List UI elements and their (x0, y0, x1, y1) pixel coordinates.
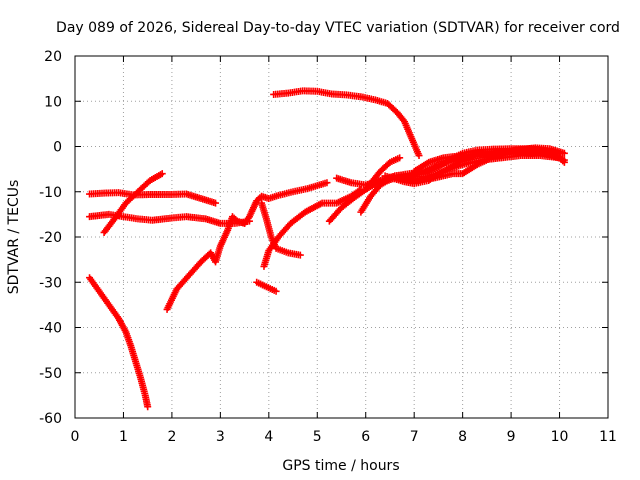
data-point-marker (396, 154, 404, 162)
x-tick-label: 3 (216, 429, 225, 445)
x-tick-label: 0 (71, 429, 80, 445)
y-tick-label: 0 (53, 140, 62, 156)
x-tick-label: 10 (551, 429, 569, 445)
series-arc-e (163, 213, 249, 313)
data-point-marker (551, 152, 559, 160)
y-tick-label: 20 (44, 49, 62, 65)
x-tick-label: 4 (264, 429, 273, 445)
grid-lines (75, 56, 608, 418)
series-arc-n (362, 154, 404, 193)
y-tick-label: -60 (39, 411, 62, 427)
data-point-marker (158, 170, 166, 178)
x-tick-label: 5 (313, 429, 322, 445)
y-tick-label: -20 (39, 230, 62, 246)
series-arc-i (253, 278, 280, 295)
series-arc-q (410, 146, 544, 175)
x-tick-label: 9 (507, 429, 516, 445)
data-point-marker (272, 287, 280, 295)
data-point-marker (560, 149, 568, 157)
y-tick-label: 10 (44, 94, 62, 110)
plot-frame (74, 55, 609, 419)
y-tick-label: -40 (39, 321, 62, 337)
y-axis-label: SDTVAR / TECUs (6, 180, 22, 295)
data-point-marker (536, 146, 544, 154)
y-tick-label: -10 (39, 185, 62, 201)
series-arc-b (86, 210, 253, 227)
x-tick-label: 11 (599, 429, 617, 445)
axis-ticks (74, 55, 609, 419)
series-arc-d (86, 274, 152, 411)
y-tick-labels: -60 -50 -40 -30 -20 -10 0 10 20 (39, 49, 62, 427)
series-arc-h (258, 199, 304, 259)
series-arc-g (260, 185, 365, 270)
x-tick-label: 2 (167, 429, 176, 445)
data-point-marker (560, 156, 568, 164)
x-tick-label: 8 (458, 429, 467, 445)
series-arc-c (100, 170, 166, 236)
series-arc-a (86, 189, 220, 207)
y-tick-label: -50 (39, 366, 62, 382)
series-arc-f (241, 179, 331, 227)
data-point-marker (144, 403, 152, 411)
data-point-marker (212, 199, 220, 207)
x-axis-label: GPS time / hours (282, 458, 399, 474)
x-tick-label: 6 (361, 429, 370, 445)
data-series (86, 87, 568, 411)
series-arc-p (381, 148, 559, 188)
data-point-marker (323, 179, 331, 187)
data-point-marker (415, 152, 423, 160)
y-tick-label: -30 (39, 275, 62, 291)
series-arc-j (270, 87, 423, 160)
x-tick-labels: 0 1 2 3 4 5 6 7 8 9 10 11 (71, 429, 617, 445)
x-tick-label: 7 (410, 429, 419, 445)
data-point-marker (296, 251, 304, 259)
chart-title: Day 089 of 2026, Sidereal Day-to-day VTE… (56, 20, 620, 36)
x-tick-label: 1 (119, 429, 128, 445)
